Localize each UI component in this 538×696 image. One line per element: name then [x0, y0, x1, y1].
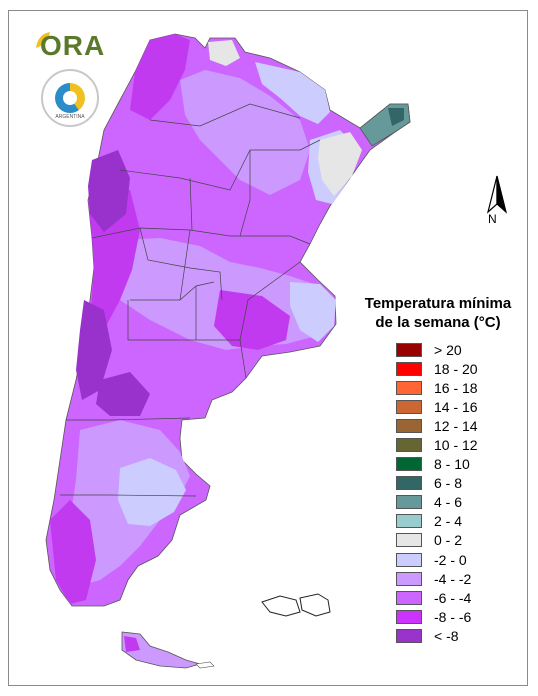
legend-item: 14 - 16	[396, 397, 478, 416]
legend-item: 16 - 18	[396, 378, 478, 397]
north-light-region	[180, 70, 310, 195]
zero-two-region	[318, 132, 362, 196]
legend-item: 4 - 6	[396, 493, 478, 512]
legend-swatch	[396, 609, 422, 624]
extreme-cold-cuyo	[76, 300, 112, 400]
misiones-warm	[388, 108, 404, 126]
legend-swatch	[396, 342, 422, 357]
legend-label: > 20	[434, 341, 462, 358]
legend-label: 4 - 6	[434, 494, 463, 511]
legend-item: -6 - -4	[396, 588, 478, 607]
legend-label: -6 - -4	[434, 589, 472, 606]
patagonia-cold	[50, 500, 96, 604]
legend-label: 18 - 20	[434, 360, 478, 377]
leaf-logo-icon	[36, 32, 50, 48]
legend-label: 6 - 8	[434, 475, 463, 492]
legend-item: 2 - 4	[396, 512, 478, 531]
east-coast-light	[290, 282, 336, 342]
legend: Temperatura mínima de la semana (°C) > 2…	[348, 294, 528, 644]
legend-label: 10 - 12	[434, 437, 478, 454]
smn-seal: ARGENTINA	[41, 69, 99, 127]
pampa-cold	[214, 290, 290, 350]
legend-swatch	[396, 399, 422, 414]
legend-items: > 20 18 - 20 16 - 18 14 - 16 12 - 14 10 - 12 8…	[396, 340, 478, 646]
extreme-cold-northwest	[88, 150, 130, 232]
legend-swatch	[396, 476, 422, 491]
legend-item: 18 - 20	[396, 359, 478, 378]
legend-swatch	[396, 438, 422, 453]
isla-estados	[195, 661, 215, 669]
legend-item: < -8	[396, 626, 478, 645]
legend-label: 14 - 16	[434, 398, 478, 415]
legend-label: 16 - 18	[434, 379, 478, 396]
legend-item: -4 - -2	[396, 569, 478, 588]
legend-swatch	[396, 571, 422, 586]
legend-item: > 20	[396, 340, 478, 359]
northeast-light	[255, 62, 330, 124]
legend-item: 6 - 8	[396, 474, 478, 493]
legend-swatch	[396, 495, 422, 510]
legend-label: 12 - 14	[434, 417, 478, 434]
legend-swatch	[396, 533, 422, 548]
legend-item: -2 - 0	[396, 550, 478, 569]
legend-swatch	[396, 457, 422, 472]
seal-emblem-icon	[55, 83, 85, 113]
legend-label: -2 - 0	[434, 551, 467, 568]
legend-label: 0 - 2	[434, 532, 463, 549]
north-zero-two	[208, 40, 240, 66]
legend-item: 0 - 2	[396, 531, 478, 550]
legend-item: 8 - 10	[396, 455, 478, 474]
province-borders	[60, 103, 321, 497]
legend-swatch	[396, 552, 422, 567]
andes-cold-north	[130, 34, 190, 120]
legend-item: 12 - 14	[396, 416, 478, 435]
extreme-cold-neuquen	[96, 372, 150, 416]
north-label: N	[488, 212, 497, 226]
legend-title-line2: de la semana (°C)	[375, 314, 501, 331]
legend-label: 2 - 4	[434, 513, 463, 530]
patagonia-cold-light	[118, 458, 186, 526]
legend-swatch	[396, 380, 422, 395]
north-arrow-icon	[486, 175, 508, 214]
legend-swatch	[396, 418, 422, 433]
legend-item: -8 - -6	[396, 607, 478, 626]
legend-label: < -8	[434, 627, 459, 644]
legend-swatch	[396, 361, 422, 376]
legend-swatch	[396, 590, 422, 605]
legend-swatch	[396, 514, 422, 529]
legend-label: 8 - 10	[434, 456, 470, 473]
seal-text: ARGENTINA	[55, 114, 85, 120]
legend-swatch	[396, 628, 422, 643]
logo-text: ORA	[40, 30, 106, 61]
legend-label: -4 - -2	[434, 570, 472, 587]
legend-item: 10 - 12	[396, 435, 478, 454]
malvinas-islands	[261, 593, 331, 617]
tdf-cold	[124, 636, 140, 652]
legend-title-line1: Temperatura mínima	[364, 295, 512, 312]
legend-label: -8 - -6	[434, 608, 472, 625]
